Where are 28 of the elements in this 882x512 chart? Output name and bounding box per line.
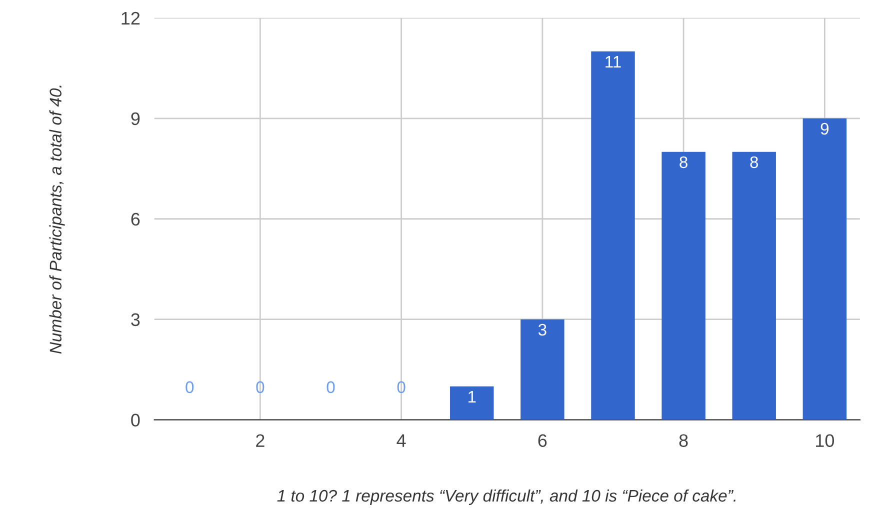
data-label: 8 (750, 156, 758, 168)
bar (802, 118, 847, 420)
bar (450, 386, 494, 420)
y-tick-label: 0 (131, 414, 140, 427)
y-tick-label: 3 (131, 313, 140, 326)
data-label: 3 (538, 324, 546, 336)
data-label: 1 (468, 390, 476, 402)
data-label: 0 (397, 381, 406, 394)
data-label: 0 (186, 381, 194, 394)
bar (662, 152, 706, 420)
y-tick-label: 9 (131, 112, 140, 126)
y-axis-title: Number of Participants, a total of 40. (49, 86, 65, 354)
x-tick-label: 4 (396, 434, 406, 447)
x-tick-label: 2 (256, 434, 264, 447)
x-tick-label: 10 (816, 434, 834, 447)
x-tick-label: 6 (538, 434, 547, 447)
x-axis-title: 1 to 10? 1 represents “Very difficult”, and 10 is “Piece of cake”. (277, 489, 736, 505)
x-tick-label: 8 (679, 434, 688, 447)
data-label: 8 (680, 156, 688, 168)
data-label: 9 (820, 122, 829, 135)
data-label: 0 (256, 381, 264, 394)
data-label: 11 (606, 56, 621, 68)
bar (591, 51, 635, 420)
bar (732, 152, 776, 420)
y-tick-label: 12 (122, 12, 140, 24)
data-label: 0 (326, 381, 335, 394)
bar (520, 319, 564, 420)
y-tick-label: 6 (131, 212, 140, 226)
